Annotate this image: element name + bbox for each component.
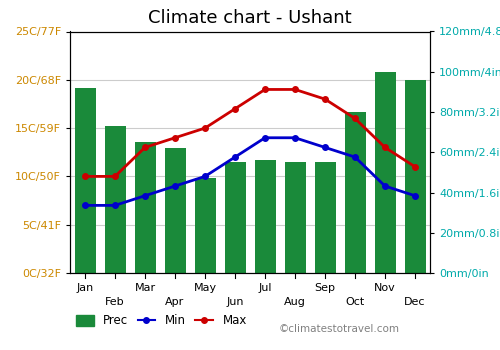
Bar <box>164 148 186 273</box>
Bar <box>134 142 156 273</box>
Title: Climate chart - Ushant: Climate chart - Ushant <box>148 9 352 27</box>
Bar <box>404 80 425 273</box>
Bar <box>344 112 366 273</box>
Text: Mar: Mar <box>134 283 156 293</box>
Text: Jun: Jun <box>226 297 244 307</box>
Bar <box>284 162 306 273</box>
Bar <box>224 162 246 273</box>
Text: Oct: Oct <box>346 297 364 307</box>
Bar <box>314 162 336 273</box>
Text: Apr: Apr <box>166 297 184 307</box>
Text: Sep: Sep <box>314 283 336 293</box>
Bar <box>74 88 96 273</box>
Bar <box>104 126 126 273</box>
Text: Dec: Dec <box>404 297 426 307</box>
Text: Nov: Nov <box>374 283 396 293</box>
Text: Feb: Feb <box>105 297 125 307</box>
Bar <box>254 160 276 273</box>
Bar <box>194 178 216 273</box>
Text: ©climatestotravel.com: ©climatestotravel.com <box>279 324 400 334</box>
Bar <box>374 72 396 273</box>
Legend: Prec, Min, Max: Prec, Min, Max <box>76 314 246 328</box>
Text: Aug: Aug <box>284 297 306 307</box>
Text: May: May <box>194 283 216 293</box>
Text: Jul: Jul <box>258 283 272 293</box>
Text: Jan: Jan <box>76 283 94 293</box>
